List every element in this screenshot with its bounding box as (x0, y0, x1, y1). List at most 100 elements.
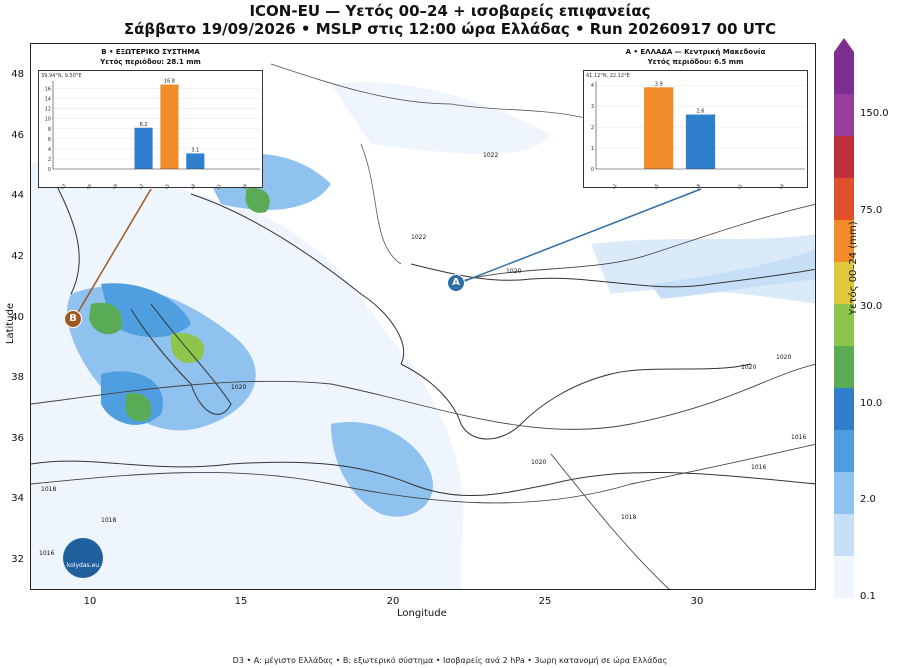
inset-y-tick: 16 (45, 87, 51, 93)
lon-tick: 15 (234, 596, 248, 607)
colorbar-tick: 0.1 (860, 591, 876, 602)
inset-bar-label: 2.6 (697, 109, 705, 115)
isobar-label: 1018 (41, 486, 57, 493)
colorbar-label-text: Υετός 00–24 (mm) (848, 221, 859, 315)
isobar-label: 1022 (483, 152, 499, 159)
colorbar (834, 38, 854, 599)
colorbar-swatch (834, 220, 854, 263)
inset-y-tick: 6 (48, 137, 51, 143)
isobar-line (31, 364, 815, 430)
colorbar-tick: 2.0 (860, 494, 876, 505)
colorbar-extend-arrow (834, 38, 854, 52)
inset-x-tick: 12-15 (649, 183, 661, 189)
inset-y-tick: 2 (48, 157, 51, 163)
inset-axes (595, 81, 805, 170)
colorbar-swatch (834, 430, 854, 473)
colorbar-swatch (834, 514, 854, 557)
inset-x-tick: 03-06 (82, 183, 94, 189)
isobar-line (450, 203, 815, 285)
lat-tick: 38 (11, 372, 24, 383)
lon-tick: 10 (83, 596, 97, 607)
colorbar-label: Υετός 00–24 (mm) (848, 221, 859, 315)
lat-tick: 44 (11, 190, 24, 201)
lat-tick: 36 (11, 433, 24, 444)
colorbar-tick: 150.0 (860, 108, 889, 119)
inset-b-title: B • ΕΞΩΤΕΡΙΚΟ ΣΥΣΤΗΜΑ (101, 48, 200, 56)
precip-medium-area (331, 422, 433, 517)
isobar-line (31, 443, 815, 504)
isobar-label: 1020 (741, 364, 757, 371)
inset-b-bars: 16 14 12 10 8 6 4 2 0 00-03 03-06 06-09 09-12 12-15 15… (45, 79, 260, 197)
isobar-label: 1016 (791, 434, 807, 441)
inset-y-tick: 0 (591, 167, 594, 173)
coastline (400, 363, 752, 440)
inset-bar (644, 87, 674, 169)
colorbar-swatch (834, 388, 854, 431)
colorbar-tick: 30.0 (860, 301, 883, 312)
precip-medium-area (101, 283, 191, 338)
isobar-label: 1018 (621, 514, 637, 521)
inset-bar (160, 84, 179, 169)
colorbar-swatch (834, 94, 854, 137)
precip-light-area (331, 82, 551, 154)
colorbar-swatch (834, 136, 854, 179)
lat-tick: 42 (11, 251, 24, 262)
inset-y-tick: 2 (591, 125, 594, 131)
inset-x-tick: 12-15 (159, 183, 171, 189)
kolydas-logo: kolydas.eu (63, 538, 103, 578)
inset-b-coord: 39.94°N, 9.50°E (41, 73, 82, 79)
inset-bar-label: 3.9 (655, 81, 663, 87)
inset-x-tick: 15-18 (185, 183, 197, 189)
lon-tick: 20 (386, 596, 400, 607)
inset-bar (134, 127, 153, 169)
inset-a-leader (456, 188, 702, 285)
colorbar-swatch (834, 304, 854, 347)
precip-heavy-core (125, 393, 152, 422)
colorbar-tick: 10.0 (860, 398, 883, 409)
colorbar-swatch (834, 472, 854, 515)
inset-bar (186, 153, 205, 169)
inset-bar (685, 114, 716, 169)
inset-y-tick: 4 (591, 83, 594, 89)
footer-note: D3 • A: μέγιστο Ελλάδας • B: εξωτερικό σ… (232, 656, 668, 665)
inset-y-tick: 8 (48, 127, 51, 133)
inset-y-tick: 14 (45, 97, 51, 103)
inset-y-tick: 1 (591, 146, 594, 152)
inset-axes (52, 81, 260, 170)
inset-x-tick: 09-12 (134, 183, 146, 189)
colorbar-swatch (834, 178, 854, 221)
map-title: ICON-EU — Υετός 00–24 + ισοβαρείς επιφαν… (249, 2, 651, 20)
inset-a-title: A • ΕΛΛΑΔΑ — Κεντρική Μακεδονία (625, 48, 766, 56)
isobar-label: 1020 (506, 268, 522, 275)
marker-b[interactable]: B (64, 310, 82, 328)
lon-tick: 30 (690, 596, 704, 607)
inset-x-tick: 09-12 (607, 183, 619, 189)
inset-b-leader (73, 188, 152, 320)
lat-tick: 46 (11, 130, 24, 141)
inset-bar-label: 16.8 (164, 79, 175, 85)
inset-x-tick: 21-24 (237, 183, 249, 189)
inset-a-bars: 4 3 2 1 0 09-12 12-15 15-18 18-21 21-24 3.9 2.6 (591, 81, 805, 197)
inset-y-tick: 3 (591, 104, 594, 110)
inset-a-subtitle: Υετός περιόδου: 6.5 mm (647, 58, 744, 66)
precip-heavy-core (245, 188, 270, 213)
coastline (190, 193, 405, 365)
inset-y-tick: 10 (45, 117, 51, 123)
inset-y-tick: 0 (48, 167, 51, 173)
inset-x-tick: 18-21 (732, 183, 744, 189)
isobar-label: 1020 (531, 459, 547, 466)
inset-b-subtitle: Υετός περιόδου: 28.1 mm (100, 58, 201, 66)
isobar-line (550, 453, 670, 589)
map-subtitle: Σάββατο 19/09/2026 • MSLP στις 12:00 ώρα… (123, 20, 777, 38)
precip-heavy-core (89, 302, 122, 335)
lon-tick: 25 (538, 596, 552, 607)
colorbar-swatch (834, 556, 854, 599)
inset-b-chart: 39.94°N, 9.50°E 16 14 12 10 8 6 4 2 0 00-03 03-06 0… (38, 70, 263, 197)
inset-y-tick: 4 (48, 147, 51, 153)
inset-bar-label: 3.1 (191, 147, 199, 153)
country-border (270, 63, 632, 265)
inset-y-tick: 12 (45, 107, 51, 113)
colorbar-swatch (834, 262, 854, 305)
marker-a[interactable]: A (447, 274, 465, 292)
coastline (31, 460, 815, 496)
